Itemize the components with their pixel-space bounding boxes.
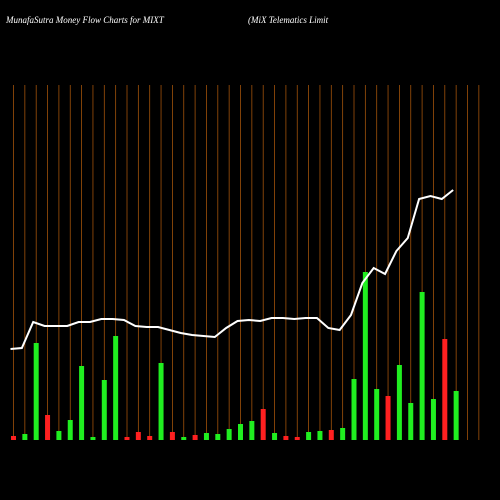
bar — [306, 432, 312, 440]
bar — [124, 437, 130, 440]
bar — [90, 437, 96, 440]
bar — [56, 431, 62, 440]
bar — [238, 424, 243, 440]
bar — [374, 389, 380, 440]
bar — [385, 396, 391, 440]
bar — [430, 399, 436, 440]
bar — [101, 380, 107, 440]
bar — [249, 421, 255, 440]
bar — [340, 428, 346, 440]
bar — [453, 391, 459, 440]
bar — [113, 336, 119, 440]
bar — [135, 432, 141, 440]
bar — [408, 403, 414, 440]
bar — [419, 292, 425, 440]
bar — [328, 430, 334, 440]
bar — [317, 431, 323, 440]
bar — [181, 437, 187, 440]
chart-subtitle: (MiX Telematics Limit — [248, 15, 329, 25]
bar — [294, 437, 300, 440]
bar — [260, 409, 266, 440]
bar — [442, 339, 448, 440]
bar — [158, 363, 164, 440]
bar — [396, 365, 402, 440]
bar — [215, 434, 221, 440]
bar — [22, 434, 28, 440]
chart-title: MunafaSutra Money Flow Charts for MIXT — [5, 15, 165, 25]
bar — [351, 379, 357, 440]
bar — [147, 436, 153, 440]
bar — [283, 436, 289, 440]
bar — [192, 435, 198, 440]
bar — [11, 436, 16, 440]
bar — [33, 343, 39, 440]
bar — [79, 366, 85, 440]
bar — [226, 429, 232, 440]
money-flow-line — [10, 189, 454, 350]
bar — [203, 433, 209, 440]
bar — [169, 432, 175, 440]
bar — [362, 272, 368, 440]
bar — [67, 420, 73, 440]
bar — [272, 433, 278, 440]
bar — [45, 415, 51, 440]
